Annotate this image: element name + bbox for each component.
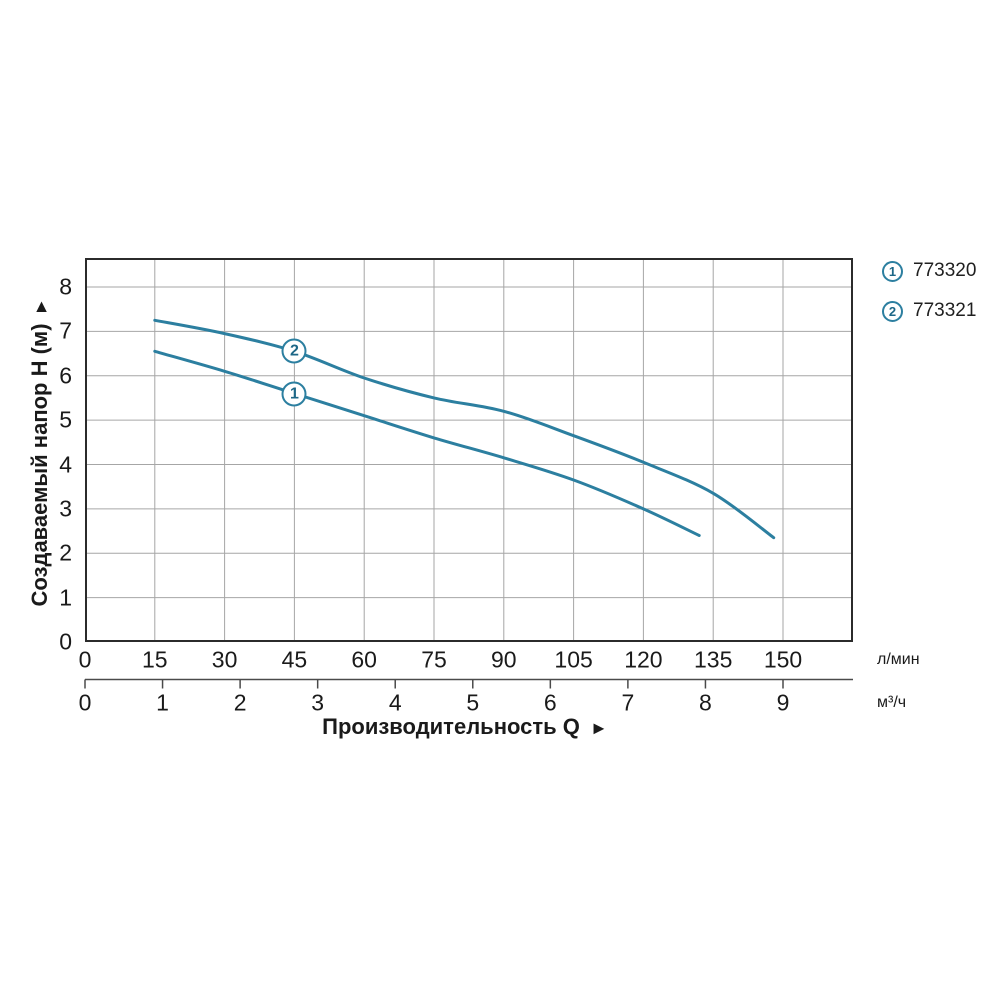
legend-item-773320: 1 773320 (882, 260, 976, 282)
y-tick-label: 4 (59, 451, 72, 477)
x-tick-label-lmin: 90 (491, 646, 517, 673)
x-tick-label-lmin: 75 (421, 646, 447, 673)
x-tick-label-lmin: 105 (554, 646, 593, 673)
legend-label-773321: 773321 (913, 300, 977, 321)
x-tick-label-m3h: 3 (311, 689, 325, 716)
x-tick-label-lmin: 30 (211, 646, 238, 673)
x-tick-label-m3h: 5 (466, 689, 480, 716)
x-tick-label-lmin: 60 (351, 646, 377, 673)
x-tick-label-m3h: 2 (233, 689, 247, 716)
x-tick-label-m3h: 8 (699, 689, 712, 716)
x-axis-title: Производительность Q ► (322, 714, 608, 740)
x-tick-label-lmin: 120 (624, 646, 663, 673)
x-axis-title-text: Производительность Q (322, 714, 580, 739)
y-tick-label: 8 (59, 273, 72, 300)
x-axis-arrow-right-icon: ► (590, 718, 608, 738)
x-tick-label-m3h: 0 (78, 689, 92, 716)
x-tick-label-m3h: 9 (776, 689, 790, 716)
x-tick-label-m3h: 1 (156, 689, 169, 716)
x-tick-label-m3h: 4 (388, 689, 402, 716)
y-tick-label: 1 (59, 584, 72, 611)
curve-773320 (153, 349, 701, 537)
y-tick-label: 7 (59, 317, 72, 344)
x-tick-label-lmin: 150 (763, 646, 803, 673)
x-tick-label-lmin: 15 (142, 646, 168, 673)
y-tick-label: 0 (59, 628, 72, 655)
legend-marker-2-icon: 2 (882, 300, 903, 322)
curve-773321 (153, 318, 776, 540)
plot-frame (85, 258, 853, 642)
x-axis-unit-m3h: м³/ч (877, 694, 907, 711)
curve-marker-2-icon: 2 (281, 338, 307, 364)
x-tick-label-m3h: 7 (621, 689, 635, 716)
legend-label-773320: 773320 (913, 260, 977, 281)
y-tick-label: 6 (59, 362, 72, 389)
x-tick-label-m3h: 6 (543, 689, 557, 716)
x-tick-label-lmin: 45 (281, 646, 308, 673)
x-axis-unit-lmin: л/мин (877, 651, 920, 668)
legend-item-773321: 2 773321 (882, 300, 976, 322)
y-tick-label: 2 (59, 539, 72, 566)
y-tick-label: 5 (59, 406, 72, 433)
x-tick-label-lmin: 0 (78, 646, 92, 673)
legend-marker-1-icon: 1 (882, 260, 903, 282)
y-tick-label: 3 (59, 495, 72, 522)
x-tick-label-lmin: 135 (694, 646, 733, 673)
curve-marker-1-icon: 1 (281, 381, 307, 406)
